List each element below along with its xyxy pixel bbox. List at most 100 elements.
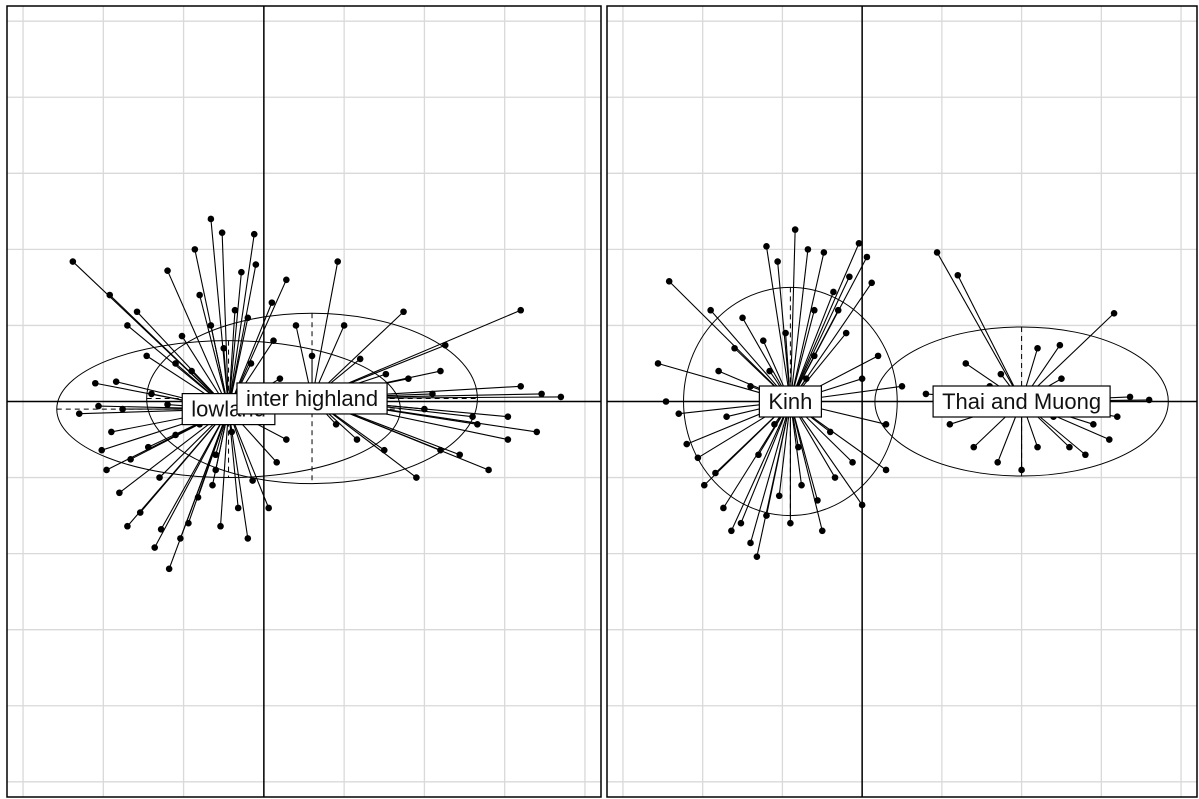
data-point — [75, 410, 83, 417]
data-point — [700, 481, 708, 489]
group-label-text: inter highland — [246, 386, 378, 411]
star-segment — [167, 270, 230, 410]
data-point — [196, 291, 203, 299]
data-point — [382, 370, 390, 378]
data-point — [106, 291, 114, 299]
data-point — [898, 382, 906, 390]
data-point — [164, 401, 171, 408]
star-segment — [154, 408, 230, 548]
data-point — [112, 378, 120, 386]
star-segment — [765, 246, 791, 402]
data-point — [665, 278, 673, 285]
data-point — [207, 215, 215, 223]
data-point — [882, 466, 890, 474]
data-point — [1145, 396, 1153, 404]
data-point — [763, 243, 770, 250]
data-point — [485, 466, 492, 474]
data-point — [1113, 413, 1121, 421]
data-point — [810, 352, 818, 360]
data-point — [962, 360, 970, 367]
star-segment — [160, 408, 230, 530]
data-point — [249, 477, 256, 484]
star-segment — [227, 272, 242, 410]
star-segment — [668, 280, 791, 402]
data-point — [273, 459, 281, 466]
data-point — [504, 436, 512, 443]
data-point — [803, 375, 810, 382]
data-point — [143, 352, 150, 360]
data-point — [517, 382, 525, 390]
data-point — [846, 273, 853, 281]
data-point — [707, 306, 714, 314]
data-point — [795, 443, 802, 451]
group-label-box — [236, 382, 388, 415]
data-point — [119, 405, 126, 413]
data-point — [217, 522, 224, 530]
data-point — [712, 469, 719, 477]
data-point — [858, 501, 866, 509]
star-segment — [311, 261, 339, 399]
data-point — [456, 451, 464, 459]
star-segment — [199, 294, 230, 410]
data-point — [737, 519, 745, 527]
data-point — [517, 306, 525, 314]
data-point — [694, 454, 702, 462]
star-segment — [221, 232, 230, 410]
data-point — [144, 443, 152, 451]
data-point — [228, 428, 236, 436]
data-point — [157, 525, 165, 533]
star-segment — [740, 401, 791, 524]
data-point — [820, 249, 828, 256]
data-point — [218, 229, 226, 236]
data-point — [1056, 341, 1064, 349]
data-point — [292, 322, 300, 329]
data-point — [1034, 344, 1041, 352]
data-point — [994, 459, 1001, 466]
data-point — [747, 382, 754, 390]
data-point — [766, 367, 773, 375]
data-point — [755, 451, 762, 459]
data-point — [437, 367, 444, 375]
data-point — [429, 390, 436, 398]
data-point — [818, 527, 826, 535]
star-segment — [749, 401, 791, 544]
group-label-text: Kinh — [768, 389, 812, 414]
star-segment — [228, 302, 273, 410]
data-point — [380, 446, 388, 454]
data-point — [356, 355, 364, 363]
data-point — [265, 504, 272, 512]
data-point — [188, 367, 195, 375]
star-segment — [789, 291, 834, 402]
star-segment — [936, 252, 1023, 402]
group-label-text: Thai and Muong — [942, 389, 1101, 414]
data-point — [1058, 375, 1065, 382]
data-point — [220, 344, 228, 352]
data-point — [95, 402, 102, 410]
data-point — [728, 527, 735, 535]
data-point — [441, 341, 449, 349]
data-point — [830, 288, 837, 296]
data-point — [882, 421, 890, 428]
data-point — [116, 489, 123, 497]
data-point — [946, 421, 954, 428]
data-point — [868, 279, 876, 287]
data-point — [1110, 309, 1118, 317]
data-point — [504, 413, 512, 421]
star-segment — [789, 243, 860, 402]
data-point — [283, 276, 290, 284]
data-point — [332, 421, 340, 428]
data-point — [533, 428, 541, 436]
star-segment — [957, 274, 1023, 402]
star-segment — [109, 294, 229, 410]
star-segment — [765, 401, 791, 516]
star-segment — [227, 310, 236, 410]
data-point — [474, 421, 481, 428]
data-point — [469, 413, 476, 421]
panel-right: Kinh Thai and Muong — [606, 5, 1198, 798]
data-point — [858, 375, 866, 382]
data-point — [763, 512, 770, 519]
data-point — [557, 393, 565, 401]
data-point — [782, 329, 789, 337]
data-point — [849, 459, 856, 466]
